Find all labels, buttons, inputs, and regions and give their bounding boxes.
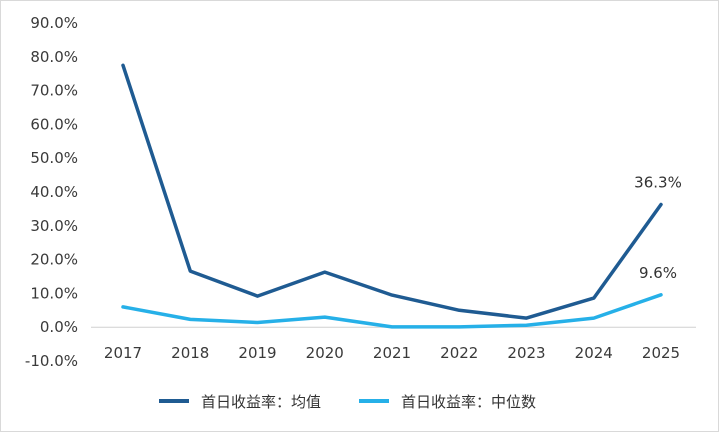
data-label-end: 9.6% [639,264,677,282]
x-tick-label: 2018 [171,344,209,362]
legend: 首日收益率：均值 首日收益率：中位数 [159,393,536,411]
x-tick-label: 2024 [575,344,613,362]
x-tick-label: 2021 [373,344,411,362]
y-tick-label: 40.0% [30,183,78,201]
series-lines [121,63,663,329]
y-tick-label: 20.0% [30,251,78,269]
y-tick-label: 10.0% [30,284,78,302]
y-tick-label: 60.0% [30,115,78,133]
y-tick-label: 50.0% [30,149,78,167]
series-line-0 [121,63,663,320]
legend-label: 首日收益率：均值 [201,393,321,411]
series-line-1 [121,293,663,329]
x-tick-label: 2023 [507,344,545,362]
x-tick-label: 2022 [440,344,478,362]
x-tick-label: 2025 [642,344,680,362]
x-tick-label: 2020 [306,344,344,362]
data-labels: 36.3% 9.6% [634,174,682,282]
x-tick-label: 2019 [238,344,276,362]
y-tick-label: -10.0% [25,352,78,370]
y-tick-label: 80.0% [30,48,78,66]
y-tick-label: 70.0% [30,82,78,100]
y-tick-label: 0.0% [40,318,78,336]
x-tick-label: 2017 [104,344,142,362]
x-axis-ticks: 2017 2018 2019 2020 2021 2022 2023 2024 2025 [104,344,680,362]
data-label-end: 36.3% [634,174,682,192]
y-axis-ticks: 90.0% 80.0% 70.0% 60.0% 50.0% 40.0% 30.0% 20.0%… [25,14,78,370]
y-tick-label: 90.0% [30,14,78,32]
y-tick-label: 30.0% [30,217,78,235]
legend-label: 首日收益率：中位数 [401,393,536,411]
